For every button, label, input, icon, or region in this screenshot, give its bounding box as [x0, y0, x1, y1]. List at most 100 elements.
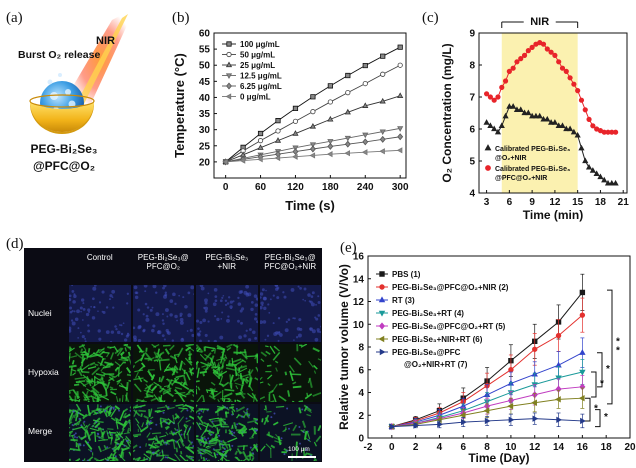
panel-d: (d) Control PEG-Bi₂Se₃@ PFC@O₂ PEG-Bi₂Se₃ +N… — [6, 236, 328, 468]
nucleus-spot — [80, 310, 82, 313]
x-tick-label: 2 — [413, 442, 419, 453]
nucleus-spot — [87, 308, 91, 312]
nucleus-spot — [263, 338, 266, 341]
panel-a-label: (a) — [6, 10, 23, 26]
legend-entry: 25 μg/mL — [240, 61, 275, 70]
hypoxia-signal — [87, 366, 97, 370]
hypoxia-signal — [224, 354, 228, 360]
nucleus-spot — [226, 318, 230, 323]
legend-entry: Calibrated PEG-Bi₂Se₃ — [495, 166, 570, 173]
hypoxia-signal — [260, 351, 267, 358]
legend-entry: 50 μg/mL — [240, 51, 275, 60]
nucleus-spot — [245, 329, 248, 332]
nucleus-spot — [123, 444, 126, 447]
hypoxia-signal — [174, 387, 182, 391]
hypoxia-signal — [114, 404, 121, 410]
data-point — [597, 173, 604, 180]
hypoxia-signal — [86, 388, 93, 393]
hypoxia-signal — [71, 360, 75, 365]
hypoxia-signal — [66, 365, 77, 369]
hypoxia-signal — [219, 375, 224, 384]
hypoxia-signal — [254, 355, 258, 360]
nucleus-spot — [146, 306, 149, 309]
micrograph-hypoxia — [61, 343, 137, 412]
hypoxia-signal — [79, 367, 84, 374]
hypoxia-signal — [202, 395, 206, 403]
hypoxia-signal — [127, 352, 131, 357]
hypoxia-signal — [99, 427, 105, 431]
data-point — [344, 108, 351, 115]
nucleus-spot — [101, 290, 105, 294]
hypoxia-signal — [123, 431, 131, 434]
hypoxia-signal — [131, 365, 135, 369]
hypoxia-signal — [184, 403, 194, 409]
nucleus-spot — [258, 296, 262, 299]
nucleus-spot — [98, 301, 102, 304]
nucleus-spot — [213, 288, 218, 292]
nucleus-spot — [104, 409, 107, 412]
x-axis-label: Time (s) — [285, 198, 335, 213]
hypoxia-signal — [154, 444, 160, 448]
x-tick-label: 9 — [529, 197, 535, 208]
micrograph-merge — [192, 402, 260, 468]
x-axis-label: Time (Day) — [468, 451, 529, 465]
hypoxia-signal — [228, 428, 234, 435]
nucleus-spot — [77, 336, 80, 339]
hypoxia-signal — [272, 352, 280, 362]
data-point — [579, 289, 586, 296]
o2-bubble — [65, 89, 71, 95]
hypoxia-signal — [149, 397, 157, 403]
data-point — [345, 72, 351, 79]
hypoxia-signal — [147, 443, 157, 449]
nucleus-spot — [254, 313, 258, 316]
nucleus-spot — [307, 438, 310, 441]
legend-marker — [378, 310, 386, 317]
nucleus-spot — [238, 290, 243, 294]
y-tick-label: 4 — [469, 189, 475, 200]
hypoxia-signal — [92, 352, 104, 359]
nucleus-spot — [175, 319, 178, 322]
hypoxia-signal — [171, 367, 178, 374]
y-tick-label: 5 — [469, 157, 475, 168]
nucleus-spot — [251, 451, 254, 454]
hypoxia-signal — [235, 385, 239, 390]
hypoxia-signal — [118, 453, 126, 462]
data-point — [487, 122, 494, 128]
nucleus-spot — [73, 310, 76, 313]
y-tick-label: 10 — [353, 320, 365, 331]
hypoxia-signal — [242, 413, 247, 418]
hypoxia-signal — [260, 417, 264, 423]
nucleus-spot — [76, 436, 79, 439]
nucleus-spot — [181, 296, 184, 299]
hypoxia-signal — [115, 437, 120, 441]
hypoxia-signal — [85, 390, 89, 396]
data-point — [578, 97, 585, 103]
hypoxia-signal — [283, 426, 287, 432]
hypoxia-signal — [237, 444, 248, 448]
data-point — [397, 133, 404, 141]
hypoxia-signal — [110, 416, 116, 421]
nucleus-spot — [161, 319, 164, 322]
data-point — [379, 135, 386, 143]
hypoxia-signal — [77, 435, 83, 441]
nucleus-spot — [219, 299, 223, 303]
nucleus-spot — [96, 432, 99, 435]
hypoxia-signal — [291, 381, 296, 385]
nucleus-spot — [240, 321, 243, 325]
data-point — [291, 153, 298, 160]
hypoxia-signal — [98, 438, 108, 441]
hypoxia-signal — [234, 366, 238, 377]
hypoxia-signal — [82, 413, 88, 419]
nucleus-spot — [74, 317, 79, 322]
hypoxia-signal — [183, 423, 189, 427]
x-tick-label: 6 — [507, 197, 513, 208]
hypoxia-signal — [231, 410, 235, 415]
y-tick-label: 4 — [358, 388, 364, 399]
hypoxia-signal — [100, 367, 105, 372]
hypoxia-signal — [121, 451, 125, 458]
nucleus-spot — [179, 317, 184, 322]
nucleus-spot — [246, 407, 249, 410]
nucleus-spot — [245, 293, 250, 297]
nucleus-spot — [266, 303, 269, 306]
column-label-line: +NIR — [217, 262, 236, 271]
